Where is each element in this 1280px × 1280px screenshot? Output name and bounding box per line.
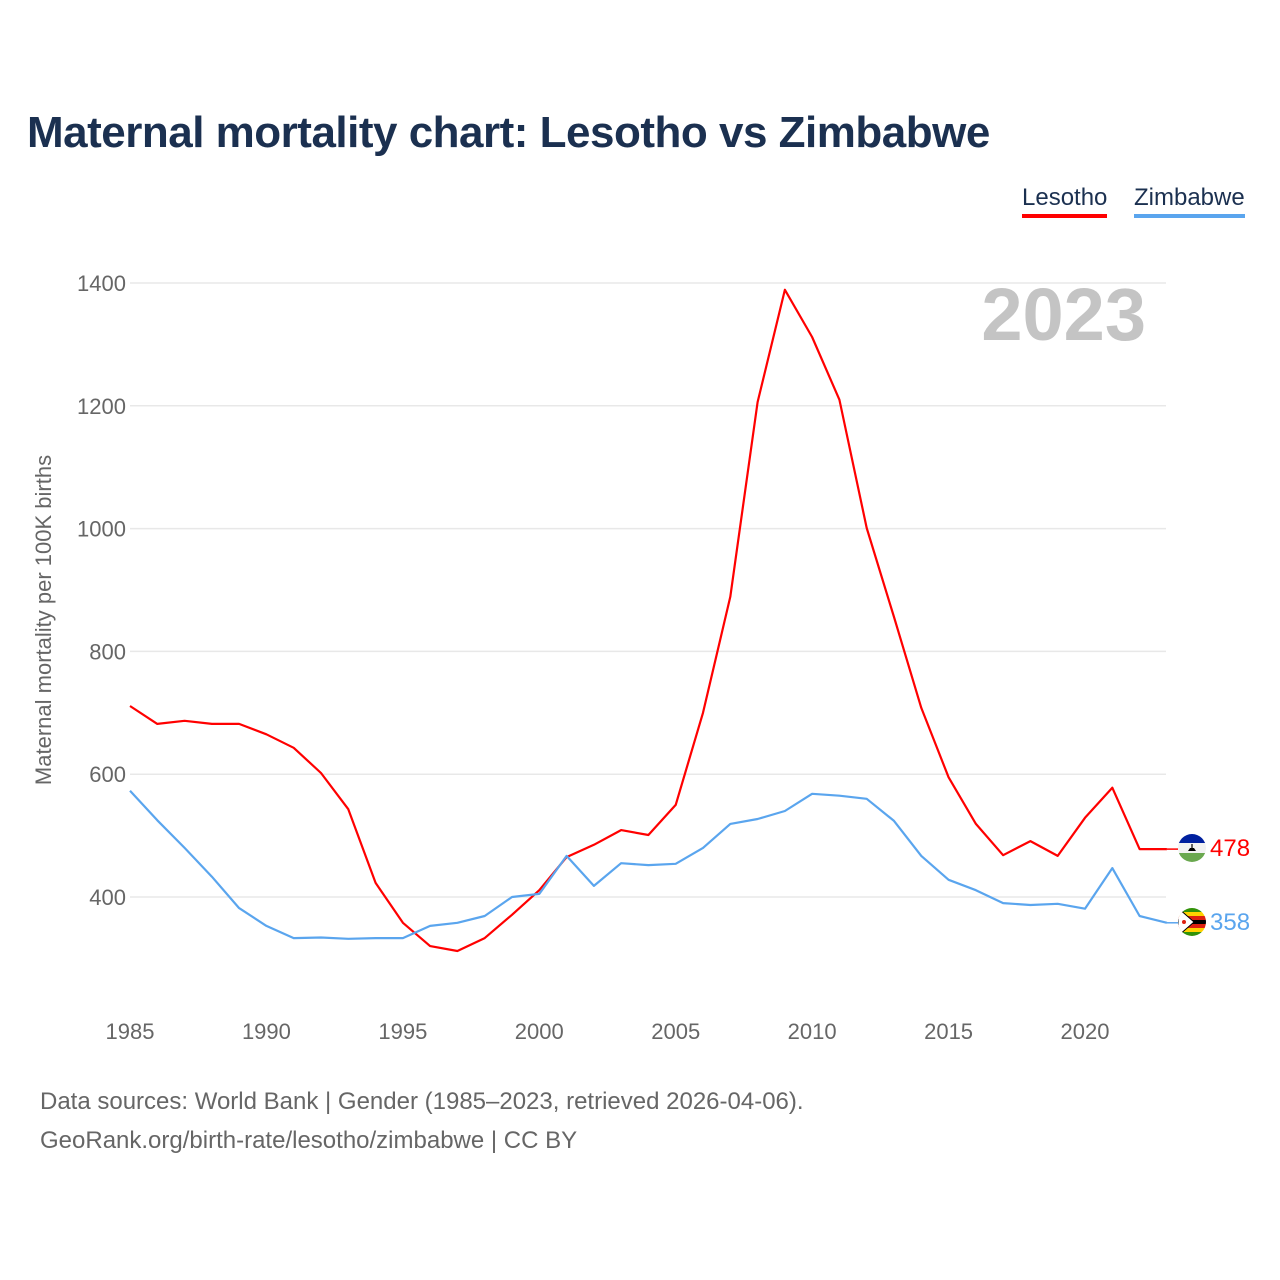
- y-tick-label: 1400: [77, 271, 126, 296]
- y-tick-label: 800: [89, 639, 126, 664]
- x-tick-label: 1995: [378, 1019, 427, 1044]
- x-tick-label: 2000: [515, 1019, 564, 1044]
- legend-item-zimbabwe[interactable]: Zimbabwe: [1134, 184, 1245, 218]
- x-tick-label: 1990: [242, 1019, 291, 1044]
- footer-link[interactable]: GeoRank.org/birth-rate/lesotho/zimbabwe …: [40, 1127, 578, 1154]
- y-axis-label: Maternal mortality per 100K births: [31, 455, 56, 785]
- y-tick-label: 400: [89, 885, 126, 910]
- y-tick-label: 1200: [77, 394, 126, 419]
- x-tick-label: 2010: [788, 1019, 837, 1044]
- series-line-zimbabwe: [129, 790, 1168, 940]
- series-line-lesotho: [129, 288, 1167, 953]
- zimbabwe-end-value-label: 358: [1210, 909, 1250, 936]
- legend-item-lesotho[interactable]: Lesotho: [1022, 184, 1108, 218]
- y-tick-label: 600: [89, 762, 126, 787]
- year-badge: 2023: [981, 273, 1146, 356]
- lesotho-flag-icon: [1178, 834, 1206, 862]
- chart-title: Maternal mortality chart: Lesotho vs Zim…: [27, 108, 990, 157]
- footer-sources: Data sources: World Bank | Gender (1985–…: [40, 1088, 804, 1115]
- x-tick-label: 2015: [924, 1019, 973, 1044]
- x-tick-label: 2020: [1061, 1019, 1110, 1044]
- lesotho-end-value-label: 478: [1210, 835, 1250, 862]
- zimbabwe-flag-icon: [1178, 908, 1206, 936]
- y-tick-label: 1000: [77, 517, 126, 542]
- x-tick-label: 1985: [106, 1019, 155, 1044]
- x-tick-label: 2005: [651, 1019, 700, 1044]
